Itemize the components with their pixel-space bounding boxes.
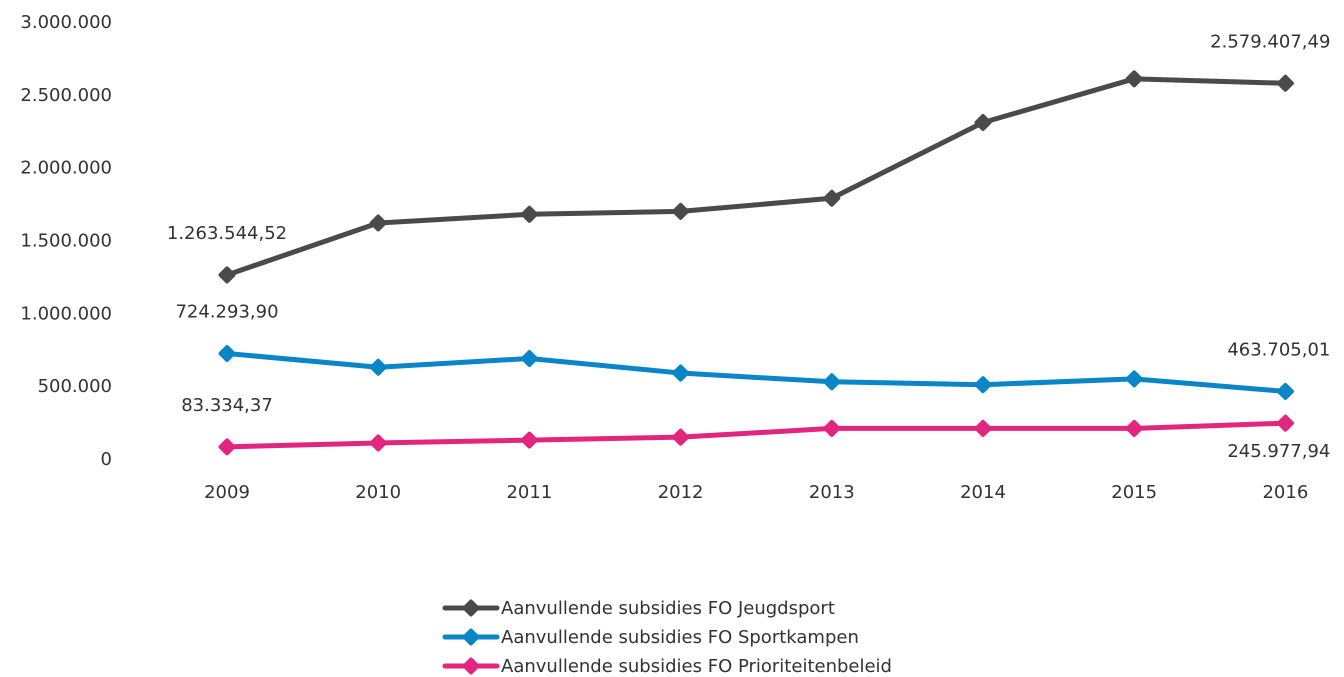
data-point	[1125, 370, 1143, 388]
x-tick-label: 2016	[1262, 482, 1308, 503]
data-point	[672, 364, 690, 382]
y-tick-label: 2.000.000	[20, 158, 112, 179]
data-label: 2.579.407,49	[1210, 31, 1330, 52]
data-point	[520, 205, 538, 223]
data-point	[823, 373, 841, 391]
data-point	[218, 438, 236, 456]
data-point	[462, 628, 480, 646]
y-tick-label: 500.000	[38, 376, 112, 397]
data-point	[974, 114, 992, 132]
x-tick-label: 2011	[506, 482, 552, 503]
x-tick-label: 2009	[204, 482, 250, 503]
data-point	[218, 344, 236, 362]
x-tick-label: 2015	[1111, 482, 1157, 503]
y-tick-label: 3.000.000	[20, 12, 112, 33]
data-point	[1276, 74, 1294, 92]
data-point	[520, 349, 538, 367]
data-point	[369, 214, 387, 232]
data-label: 724.293,90	[175, 301, 278, 322]
data-point	[672, 428, 690, 446]
x-tick-label: 2010	[355, 482, 401, 503]
data-point	[218, 266, 236, 284]
legend-label: Aanvullende subsidies FO Sportkampen	[501, 627, 859, 648]
data-point	[1125, 70, 1143, 88]
series-line-3	[224, 420, 1288, 450]
y-tick-label: 2.500.000	[20, 85, 112, 106]
data-point	[520, 431, 538, 449]
data-label: 83.334,37	[181, 395, 273, 416]
data-point	[974, 376, 992, 394]
data-point	[369, 358, 387, 376]
data-point	[823, 189, 841, 207]
data-point	[462, 599, 480, 617]
data-point	[672, 202, 690, 220]
series-line-1	[224, 76, 1288, 278]
data-point	[974, 419, 992, 437]
data-point	[1276, 414, 1294, 432]
x-tick-label: 2014	[960, 482, 1006, 503]
series-line-2	[224, 350, 1288, 394]
y-tick-label: 0	[101, 449, 112, 470]
data-point	[1125, 419, 1143, 437]
data-point	[1276, 382, 1294, 400]
data-point	[823, 419, 841, 437]
y-tick-label: 1.000.000	[20, 303, 112, 324]
x-tick-label: 2012	[658, 482, 704, 503]
data-point	[369, 434, 387, 452]
data-point	[462, 657, 480, 675]
x-tick-label: 2013	[809, 482, 855, 503]
data-label: 245.977,94	[1227, 441, 1330, 462]
data-label: 1.263.544,52	[167, 223, 287, 244]
y-tick-label: 1.500.000	[20, 231, 112, 252]
legend-label: Aanvullende subsidies FO Jeugdsport	[501, 598, 835, 619]
data-label: 463.705,01	[1227, 339, 1330, 360]
legend-label: Aanvullende subsidies FO Prioriteitenbel…	[501, 656, 892, 677]
